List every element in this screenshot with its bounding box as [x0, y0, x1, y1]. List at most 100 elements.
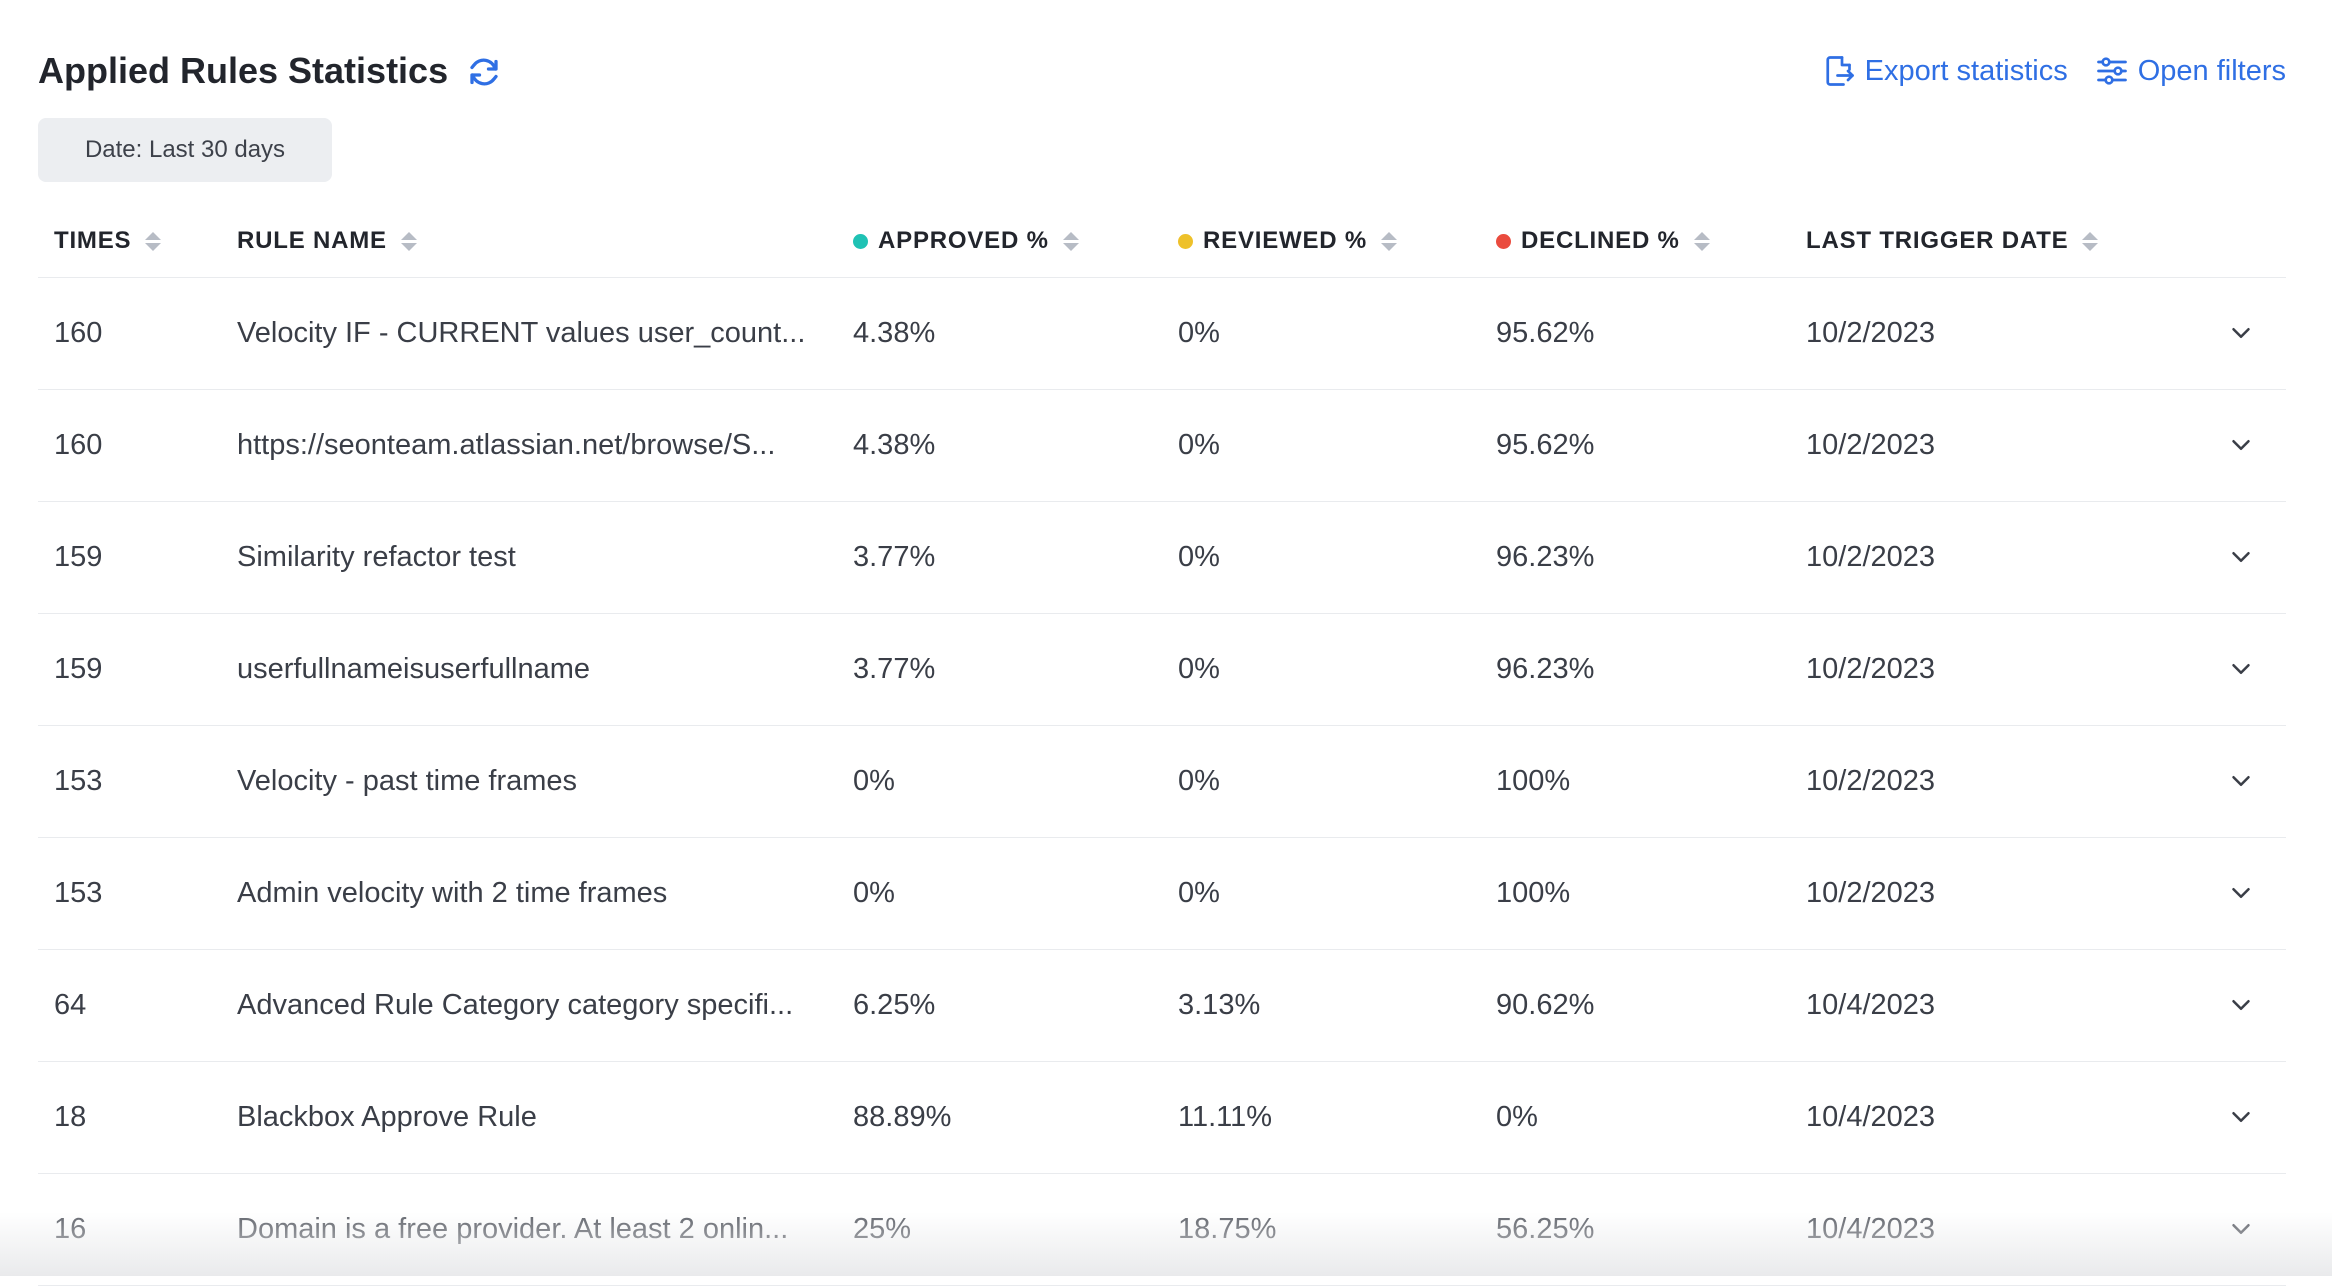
column-header-label: LAST TRIGGER DATE — [1806, 227, 2069, 254]
table-row[interactable]: 160 https://seonteam.atlassian.net/brows… — [38, 390, 2286, 502]
page-title: Applied Rules Statistics — [38, 50, 449, 91]
column-header-label: APPROVED % — [878, 227, 1049, 254]
sort-icon[interactable] — [1693, 231, 1710, 251]
declined-cell: 100% — [1496, 877, 1571, 909]
rule-name-cell: Similarity refactor test — [237, 541, 516, 573]
declined-cell: 95.62% — [1496, 317, 1595, 349]
declined-cell: 96.23% — [1496, 541, 1595, 573]
chevron-down-icon[interactable] — [2226, 654, 2256, 684]
sort-icon[interactable] — [400, 231, 417, 251]
sort-icon[interactable] — [1062, 231, 1079, 251]
open-filters-button[interactable]: Open filters — [2094, 44, 2286, 98]
table-row[interactable]: 159 userfullnameisuserfullname 3.77% 0% … — [38, 614, 2286, 726]
approved-cell: 0% — [853, 765, 895, 797]
table-row[interactable]: 64 Advanced Rule Category category speci… — [38, 950, 2286, 1062]
times-cell: 153 — [54, 877, 103, 909]
column-header-label: TIMES — [54, 227, 132, 254]
header-actions: Export statistics Open filters — [1821, 44, 2286, 98]
export-icon — [1821, 53, 1857, 89]
table-row[interactable]: 159 Similarity refactor test 3.77% 0% 96… — [38, 502, 2286, 614]
rule-name-cell: Admin velocity with 2 time frames — [237, 877, 668, 909]
rules-statistics-table: TIMES RULE NAME APPROVED % REVIEWED % DE… — [38, 205, 2286, 1286]
column-header-rule-name[interactable]: RULE NAME — [237, 205, 417, 277]
times-cell: 160 — [54, 317, 103, 349]
declined-dot-icon — [1496, 233, 1511, 249]
times-cell: 16 — [54, 1213, 87, 1245]
chevron-down-icon[interactable] — [2226, 430, 2256, 460]
last-trigger-date-cell: 10/4/2023 — [1806, 1101, 1936, 1133]
chevron-down-icon[interactable] — [2226, 766, 2256, 796]
declined-cell: 90.62% — [1496, 989, 1595, 1021]
date-filter-chip[interactable]: Date: Last 30 days — [38, 118, 332, 182]
chevron-down-icon[interactable] — [2226, 1214, 2256, 1244]
rule-name-cell: Blackbox Approve Rule — [237, 1101, 537, 1133]
export-statistics-button[interactable]: Export statistics — [1821, 44, 2068, 98]
column-header-times[interactable]: TIMES — [54, 205, 162, 277]
table-row[interactable]: 18 Blackbox Approve Rule 88.89% 11.11% 0… — [38, 1062, 2286, 1174]
chevron-down-icon[interactable] — [2226, 542, 2256, 572]
last-trigger-date-cell: 10/2/2023 — [1806, 877, 1936, 909]
last-trigger-date-cell: 10/2/2023 — [1806, 541, 1936, 573]
approved-cell: 88.89% — [853, 1101, 952, 1133]
column-header-label: DECLINED % — [1521, 227, 1680, 254]
table-row[interactable]: 153 Admin velocity with 2 time frames 0%… — [38, 838, 2286, 950]
times-cell: 159 — [54, 541, 103, 573]
approved-cell: 0% — [853, 877, 895, 909]
approved-cell: 6.25% — [853, 989, 936, 1021]
declined-cell: 96.23% — [1496, 653, 1595, 685]
column-header-approved[interactable]: APPROVED % — [853, 205, 1079, 277]
column-header-reviewed[interactable]: REVIEWED % — [1178, 205, 1398, 277]
reviewed-cell: 0% — [1178, 877, 1220, 909]
sort-icon[interactable] — [2082, 231, 2099, 251]
chevron-down-icon[interactable] — [2226, 878, 2256, 908]
reviewed-cell: 3.13% — [1178, 989, 1261, 1021]
last-trigger-date-cell: 10/2/2023 — [1806, 429, 1936, 461]
last-trigger-date-cell: 10/2/2023 — [1806, 317, 1936, 349]
table-body: 160 Velocity IF - CURRENT values user_co… — [38, 278, 2286, 1286]
rule-name-cell: https://seonteam.atlassian.net/browse/S.… — [237, 429, 776, 461]
approved-cell: 25% — [853, 1213, 912, 1245]
times-cell: 64 — [54, 989, 87, 1021]
page-header: Applied Rules Statistics — [38, 44, 2286, 98]
times-cell: 159 — [54, 653, 103, 685]
sort-icon[interactable] — [145, 231, 162, 251]
times-cell: 160 — [54, 429, 103, 461]
times-cell: 153 — [54, 765, 103, 797]
last-trigger-date-cell: 10/4/2023 — [1806, 1213, 1936, 1245]
approved-dot-icon — [853, 233, 868, 249]
times-cell: 18 — [54, 1101, 87, 1133]
declined-cell: 56.25% — [1496, 1213, 1595, 1245]
filters-icon — [2094, 53, 2130, 89]
chevron-down-icon[interactable] — [2226, 990, 2256, 1020]
declined-cell: 100% — [1496, 765, 1571, 797]
chevron-down-icon[interactable] — [2226, 1102, 2256, 1132]
approved-cell: 3.77% — [853, 653, 936, 685]
sort-icon[interactable] — [1381, 231, 1398, 251]
table-row[interactable]: 16 Domain is a free provider. At least 2… — [38, 1174, 2286, 1286]
column-header-declined[interactable]: DECLINED % — [1496, 205, 1710, 277]
table-row[interactable]: 153 Velocity - past time frames 0% 0% 10… — [38, 726, 2286, 838]
column-header-last-trigger-date[interactable]: LAST TRIGGER DATE — [1806, 205, 2099, 277]
reviewed-dot-icon — [1178, 233, 1193, 249]
declined-cell: 95.62% — [1496, 429, 1595, 461]
reviewed-cell: 0% — [1178, 765, 1220, 797]
reviewed-cell: 11.11% — [1178, 1101, 1273, 1133]
export-statistics-label: Export statistics — [1864, 55, 2068, 87]
rule-name-cell: userfullnameisuserfullname — [237, 653, 590, 685]
open-filters-label: Open filters — [2137, 55, 2286, 87]
reviewed-cell: 0% — [1178, 541, 1220, 573]
applied-rules-statistics-page: Applied Rules Statistics — [38, 0, 2286, 1286]
column-header-label: REVIEWED % — [1203, 227, 1368, 254]
table-row[interactable]: 160 Velocity IF - CURRENT values user_co… — [38, 278, 2286, 390]
rule-name-cell: Advanced Rule Category category specifi.… — [237, 989, 794, 1021]
declined-cell: 0% — [1496, 1101, 1538, 1133]
reviewed-cell: 0% — [1178, 429, 1220, 461]
chevron-down-icon[interactable] — [2226, 318, 2256, 348]
table-header: TIMES RULE NAME APPROVED % REVIEWED % DE… — [38, 205, 2286, 278]
rule-name-cell: Velocity - past time frames — [237, 765, 578, 797]
rule-name-cell: Velocity IF - CURRENT values user_count.… — [237, 317, 806, 349]
reviewed-cell: 0% — [1178, 317, 1220, 349]
refresh-icon[interactable] — [466, 54, 502, 90]
column-header-label: RULE NAME — [237, 227, 387, 254]
last-trigger-date-cell: 10/2/2023 — [1806, 765, 1936, 797]
